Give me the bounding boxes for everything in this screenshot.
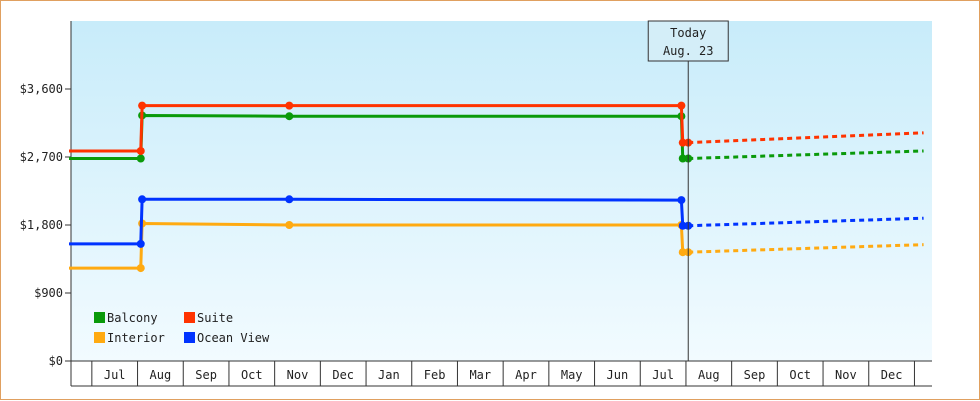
data-point bbox=[285, 221, 294, 229]
y-tick-label: $0 bbox=[49, 354, 63, 368]
legend-item: Balcony bbox=[94, 311, 158, 325]
legend-label: Suite bbox=[197, 311, 233, 325]
x-tick-label: Jul bbox=[104, 368, 126, 382]
legend-item: Interior bbox=[94, 331, 165, 345]
x-tick-label: Jan bbox=[378, 368, 400, 382]
legend-item: Ocean View bbox=[184, 331, 270, 345]
series-suite bbox=[69, 101, 924, 155]
data-point bbox=[136, 239, 145, 248]
data-point bbox=[285, 112, 294, 121]
legend-label: Ocean View bbox=[197, 331, 270, 345]
x-tick-label: Jun bbox=[607, 368, 629, 382]
x-tick-label: Nov bbox=[835, 368, 857, 382]
legend: Balcony Suite Interior Ocean View bbox=[94, 311, 270, 345]
data-point bbox=[678, 221, 687, 230]
x-tick-label: Dec bbox=[881, 368, 903, 382]
x-tick-label: Oct bbox=[789, 368, 811, 382]
data-point bbox=[285, 195, 294, 204]
x-tick-label: Oct bbox=[241, 368, 263, 382]
x-tick-label: Sep bbox=[744, 368, 766, 382]
x-axis: Jul Aug Sep Oct Nov Dec Jan Feb Mar Apr May Jun Jul A… bbox=[71, 360, 932, 387]
legend-label: Interior bbox=[107, 331, 165, 345]
y-tick-label: $900 bbox=[34, 286, 63, 300]
data-point bbox=[285, 101, 294, 110]
y-tick-label: $2,700 bbox=[20, 150, 63, 164]
data-point bbox=[136, 154, 145, 163]
legend-swatch bbox=[94, 332, 105, 343]
y-axis: $0 $900 $1,800 $2,700 $3,600 bbox=[20, 21, 72, 386]
x-tick-label: Sep bbox=[195, 368, 217, 382]
data-point bbox=[678, 154, 687, 163]
data-point bbox=[678, 248, 687, 257]
data-point bbox=[678, 138, 687, 147]
x-tick-label: May bbox=[561, 368, 583, 382]
x-tick-label: Feb bbox=[424, 368, 446, 382]
series-forecast-line bbox=[688, 216, 924, 228]
legend-item: Suite bbox=[184, 311, 233, 325]
data-point bbox=[136, 264, 145, 273]
series-layer bbox=[69, 101, 924, 273]
x-tick-label: Aug bbox=[150, 368, 172, 382]
series-forecast-line bbox=[688, 243, 924, 254]
legend-swatch bbox=[94, 312, 105, 323]
legend-swatch bbox=[184, 312, 195, 323]
x-tick-label: Dec bbox=[332, 368, 354, 382]
data-point bbox=[136, 146, 145, 155]
x-tick-label: Apr bbox=[515, 368, 537, 382]
series-forecast-line bbox=[688, 149, 924, 161]
y-tick-label: $3,600 bbox=[20, 82, 63, 96]
x-tick-label: Jul bbox=[652, 368, 674, 382]
data-point bbox=[677, 196, 686, 205]
legend-swatch bbox=[184, 332, 195, 343]
x-tick-label: Mar bbox=[469, 368, 491, 382]
today-date: Aug. 23 bbox=[663, 44, 714, 58]
today-marker: Today Aug. 23 bbox=[647, 20, 729, 361]
data-point bbox=[677, 101, 686, 110]
legend-label: Balcony bbox=[107, 311, 158, 325]
y-tick-label: $1,800 bbox=[20, 218, 63, 232]
plot-background bbox=[71, 21, 932, 361]
today-box bbox=[647, 20, 729, 62]
data-point bbox=[138, 195, 147, 204]
today-label: Today bbox=[670, 26, 706, 40]
x-tick-label: Aug bbox=[698, 368, 720, 382]
x-tick-label: Nov bbox=[287, 368, 309, 382]
series-ocean-view bbox=[69, 195, 924, 248]
data-point bbox=[138, 101, 147, 110]
series-forecast-line bbox=[688, 131, 924, 145]
